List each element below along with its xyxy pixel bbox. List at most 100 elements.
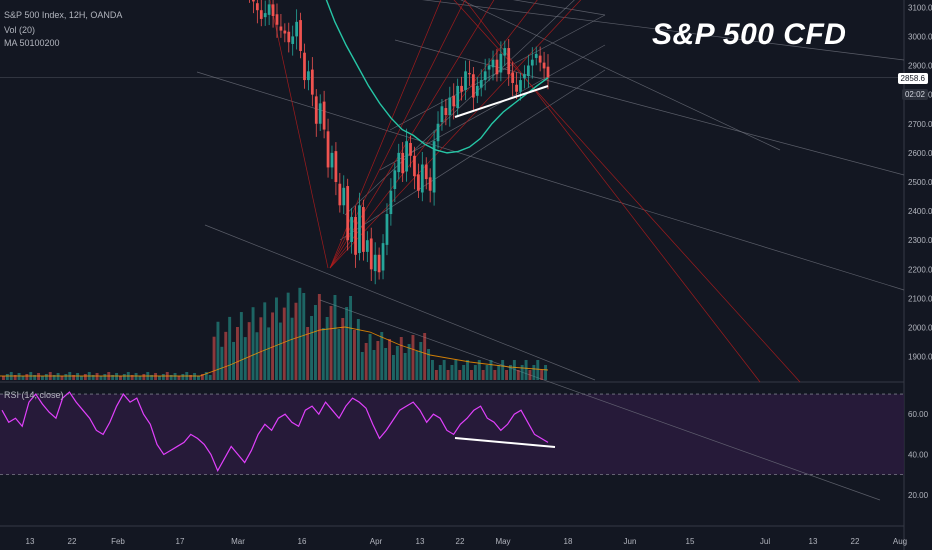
volume-bar (329, 306, 333, 380)
candle-body (252, 0, 255, 2)
time-tick-label: 13 (26, 537, 35, 546)
trend-channel-line (196, 71, 905, 291)
volume-bar (493, 370, 497, 380)
volume-bar (294, 302, 298, 380)
candle-body (326, 131, 330, 168)
candle-body (526, 65, 530, 76)
volume-bar (189, 375, 193, 380)
candle-body (291, 36, 295, 44)
rsi-tick-label: 20.00 (908, 491, 929, 500)
price-divergence-line (454, 85, 549, 118)
candle-body (334, 151, 338, 182)
candle-body (275, 14, 279, 25)
volume-bar (458, 370, 462, 380)
time-tick-label: 13 (809, 537, 818, 546)
candle-body (507, 48, 511, 75)
rsi-tick-label: 60.00 (908, 410, 929, 419)
red-fan-line (329, 0, 466, 269)
price-tick-label: 2500.0 (908, 178, 932, 187)
candle-body (487, 65, 491, 70)
volume-bar (21, 376, 25, 380)
candle-body (295, 21, 299, 37)
volume-bar (536, 360, 540, 380)
volume-bar (154, 373, 158, 380)
candle-body (420, 164, 424, 193)
candle-body (417, 174, 420, 191)
volume-bar (345, 307, 349, 380)
volume-bar (212, 336, 216, 380)
volume-bar (181, 374, 185, 380)
trend-channel-line (460, 0, 781, 151)
volume-bar (161, 374, 165, 380)
volume-bar (275, 297, 278, 380)
volume-bar (17, 373, 21, 380)
volume-bar (497, 365, 501, 380)
volume-bar (399, 337, 403, 380)
volume-bar (411, 335, 415, 380)
volume-bar (236, 327, 239, 380)
volume-bar (158, 376, 161, 380)
time-tick-label: Jun (624, 537, 637, 546)
candle-body (538, 55, 542, 63)
volume-bar (446, 370, 450, 380)
volume-bar (2, 376, 5, 380)
countdown-tag: 02:02 (901, 89, 928, 100)
red-fan-line (329, 0, 442, 269)
candle-body (287, 31, 291, 43)
candle-body (413, 155, 416, 177)
candle-body (428, 177, 432, 191)
volume-bar (368, 334, 372, 380)
price-tick-label: 2100.0 (908, 294, 932, 303)
candle-body (397, 152, 401, 173)
candle-body (460, 85, 463, 92)
price-tick-label: 1900.0 (908, 353, 932, 362)
volume-bar (41, 376, 44, 380)
candle-body (369, 238, 373, 270)
candle-body (523, 74, 526, 79)
chart-watermark: S&P 500 CFD (652, 18, 847, 51)
volume-bar (76, 373, 80, 380)
time-tick-label: 22 (456, 537, 465, 546)
candle-body (322, 101, 326, 130)
candle-body (303, 52, 306, 81)
candle-body (495, 59, 499, 75)
price-tick-label: 3000.0 (908, 32, 932, 41)
volume-bar (138, 376, 142, 380)
candle-body (448, 97, 452, 116)
volume-bar (434, 370, 438, 380)
volume-bar (470, 370, 473, 380)
candle-body (279, 26, 283, 31)
symbol-legend: S&P 500 Index, 12H, OANDA (4, 10, 123, 20)
price-tick-label: 2600.0 (908, 149, 932, 158)
volume-bar (134, 373, 138, 380)
volume-bar (353, 330, 356, 380)
red-fan-line (269, 0, 329, 269)
rsi-band (0, 394, 904, 475)
volume-bar (169, 375, 173, 380)
volume-bar (56, 373, 60, 380)
candle-body (479, 80, 483, 88)
volume-bar (173, 373, 177, 380)
candle-body (342, 187, 346, 206)
candle-body (456, 85, 460, 109)
volume-bar (247, 322, 251, 380)
volume-bar (99, 376, 103, 380)
volume-bar (298, 287, 302, 380)
volume-bar (489, 360, 493, 380)
volume-bar (216, 321, 220, 380)
candle-body (318, 103, 322, 124)
volume-bar (267, 327, 271, 380)
volume-legend: Vol (20) (4, 25, 36, 35)
volume-bar (80, 376, 83, 380)
volume-bar (103, 374, 107, 380)
volume-bar (341, 318, 345, 380)
volume-bar (302, 293, 306, 380)
candle-body (475, 85, 479, 96)
volume-bar (407, 344, 411, 380)
candle-body (377, 254, 381, 273)
candle-body (381, 243, 385, 271)
candle-body (350, 216, 353, 242)
candle-body (330, 152, 334, 168)
candle-body (432, 141, 436, 193)
